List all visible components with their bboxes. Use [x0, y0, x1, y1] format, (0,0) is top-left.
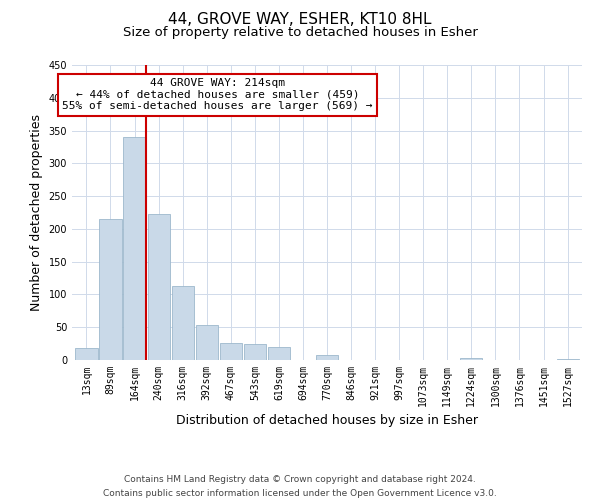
- Text: Size of property relative to detached houses in Esher: Size of property relative to detached ho…: [122, 26, 478, 39]
- Bar: [196, 326, 218, 360]
- X-axis label: Distribution of detached houses by size in Esher: Distribution of detached houses by size …: [176, 414, 478, 428]
- Bar: [220, 343, 242, 360]
- Bar: [148, 214, 170, 360]
- Bar: [268, 347, 290, 360]
- Bar: [172, 286, 194, 360]
- Bar: [76, 348, 98, 360]
- Text: 44 GROVE WAY: 214sqm
← 44% of detached houses are smaller (459)
55% of semi-deta: 44 GROVE WAY: 214sqm ← 44% of detached h…: [62, 78, 373, 112]
- Bar: [124, 137, 146, 360]
- Y-axis label: Number of detached properties: Number of detached properties: [30, 114, 43, 311]
- Text: 44, GROVE WAY, ESHER, KT10 8HL: 44, GROVE WAY, ESHER, KT10 8HL: [168, 12, 432, 28]
- Bar: [100, 219, 122, 360]
- Bar: [557, 358, 578, 360]
- Bar: [244, 344, 266, 360]
- Bar: [460, 358, 482, 360]
- Bar: [316, 356, 338, 360]
- Text: Contains HM Land Registry data © Crown copyright and database right 2024.
Contai: Contains HM Land Registry data © Crown c…: [103, 476, 497, 498]
